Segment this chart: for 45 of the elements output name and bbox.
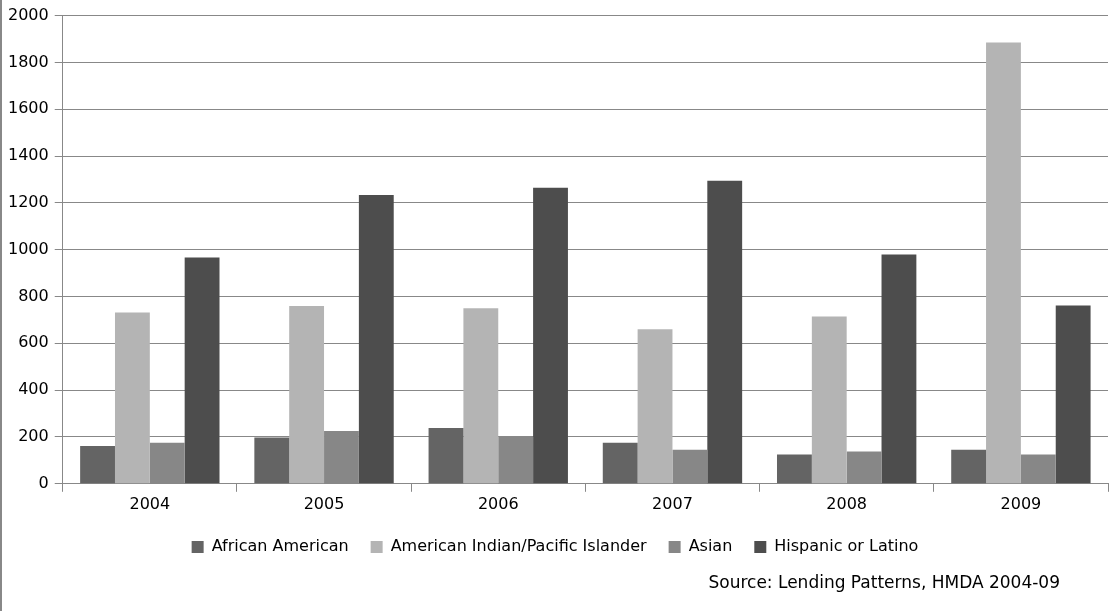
bar: [951, 449, 987, 484]
bar: [358, 194, 394, 484]
bar: [672, 449, 708, 484]
y-tick-label: 200: [18, 426, 49, 446]
y-tick-label: 1800: [8, 51, 49, 71]
x-tick-label: 2005: [303, 493, 345, 513]
y-tick-label: 1200: [8, 192, 49, 212]
bar: [184, 257, 220, 484]
y-tick-label: 0: [38, 472, 49, 492]
y-tick-label: 600: [18, 332, 49, 352]
bar: [811, 316, 847, 484]
legend-label: American Indian/Pacific Islander: [390, 536, 648, 556]
source-note: Source: Lending Patterns, HMDA 2004-09: [708, 572, 1060, 592]
bar: [707, 180, 743, 484]
bar: [776, 454, 812, 484]
bar: [428, 428, 464, 484]
bar: [149, 442, 185, 484]
bar: [80, 445, 115, 484]
legend-label: Asian: [688, 536, 733, 556]
bar: [881, 254, 917, 484]
legend-label: Hispanic or Latino: [774, 536, 919, 556]
bar: [1055, 305, 1091, 484]
legend-label: African American: [211, 536, 349, 556]
bar: [324, 430, 359, 484]
y-tick-label: 1400: [8, 145, 49, 165]
x-tick-label: 2004: [129, 493, 171, 513]
bar: [533, 187, 568, 484]
y-tick-label: 800: [18, 285, 49, 305]
bar: [114, 312, 150, 484]
bar: [637, 329, 673, 484]
x-tick-label: 2007: [652, 493, 693, 513]
bar: [846, 451, 882, 484]
bar: [986, 42, 1021, 484]
y-tick-label: 2000: [8, 4, 49, 24]
bar: [254, 437, 290, 484]
bar: [289, 305, 325, 484]
x-tick-label: 2008: [826, 493, 868, 513]
x-tick-label: 2009: [1000, 493, 1042, 513]
bar: [463, 308, 499, 484]
bar: [602, 442, 638, 484]
x-tick-label: 2006: [477, 493, 519, 513]
y-tick-label: 400: [18, 379, 49, 399]
y-tick-label: 1000: [8, 238, 49, 258]
y-tick-label: 1600: [8, 98, 49, 118]
bar: [1020, 454, 1056, 484]
